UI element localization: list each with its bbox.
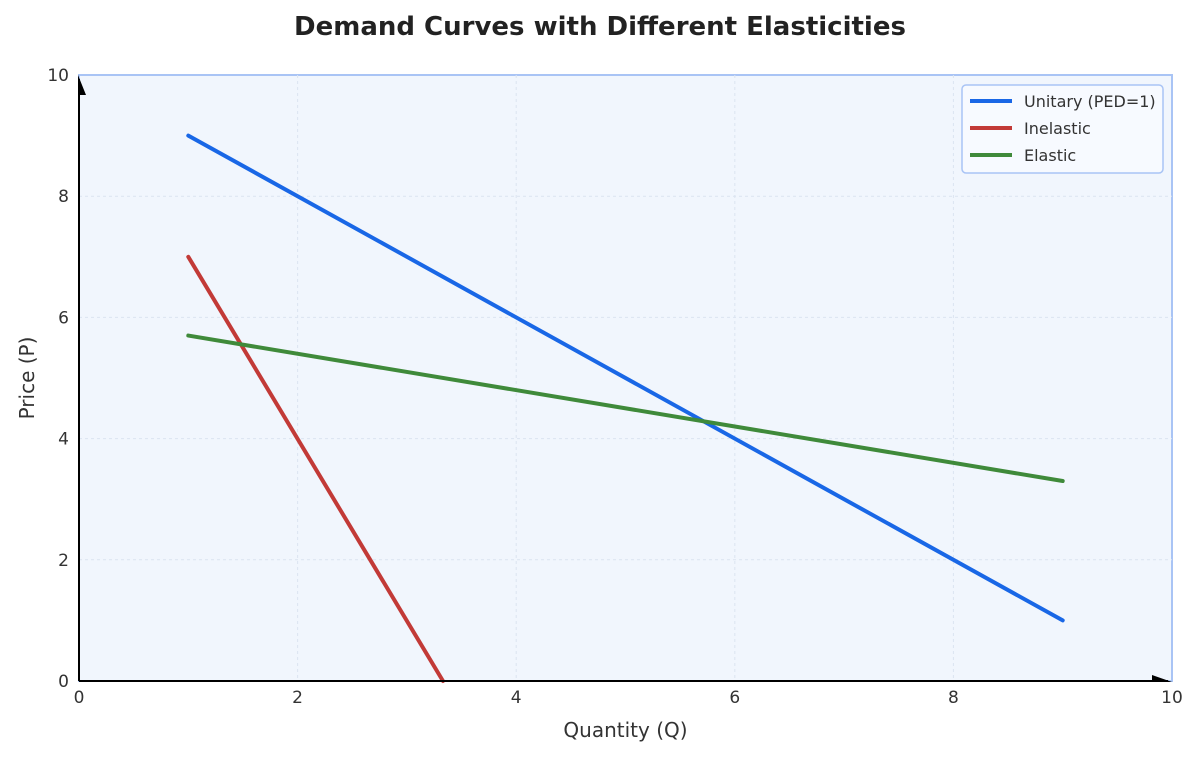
legend-label: Inelastic (1024, 119, 1091, 138)
chart-title: Demand Curves with Different Elasticitie… (294, 12, 906, 42)
y-axis-label: Price (P) (15, 337, 39, 420)
x-tick-label: 10 (1161, 688, 1183, 708)
axes (78, 75, 1172, 682)
x-axis-arrow-icon (1152, 675, 1172, 682)
x-tick-label: 4 (511, 688, 522, 708)
y-tick-label: 2 (58, 551, 69, 571)
y-tick-label: 0 (58, 672, 69, 692)
y-tick-label: 10 (47, 66, 69, 86)
legend-box (961, 84, 1164, 174)
tick-labels: 0 2 4 6 8 10 0 2 4 6 8 10 (47, 66, 1182, 708)
y-tick-label: 4 (58, 430, 69, 450)
x-tick-label: 8 (948, 688, 959, 708)
legend: Unitary (PED=1) Inelastic Elastic (961, 84, 1164, 174)
y-axis-arrow-icon (78, 75, 86, 95)
legend-label: Elastic (1024, 146, 1076, 165)
y-tick-label: 8 (58, 187, 69, 207)
series-line-1 (186, 254, 445, 683)
gridlines (79, 75, 1172, 681)
x-tick-label: 0 (74, 688, 85, 708)
y-tick-label: 6 (58, 308, 69, 328)
series-line-0 (186, 133, 1065, 623)
x-tick-label: 2 (292, 688, 303, 708)
x-tick-label: 6 (729, 688, 740, 708)
x-axis-label: Quantity (Q) (563, 718, 687, 742)
legend-label: Unitary (PED=1) (1024, 92, 1156, 111)
series-line-2 (186, 333, 1065, 484)
series-lines (186, 133, 1065, 683)
